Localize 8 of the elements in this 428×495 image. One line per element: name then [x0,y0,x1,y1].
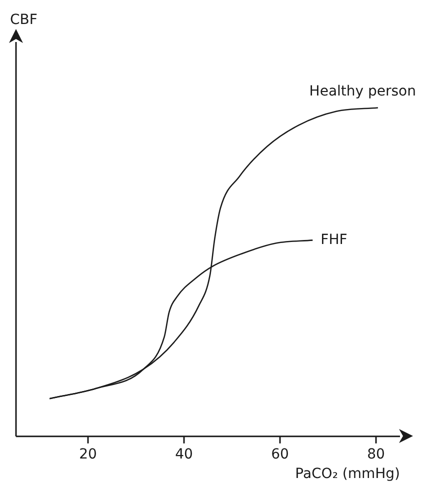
x-tick-label: 60 [271,446,289,462]
x-tick-label: 20 [79,446,97,462]
x-axis-title: PaCO₂ (mmHg) [295,466,400,482]
x-tick-label: 40 [175,446,193,462]
text: CBF [10,12,38,28]
x-tick-label: 80 [367,446,385,462]
series-label: Healthy person [309,83,416,100]
series-label: FHF [320,232,348,248]
